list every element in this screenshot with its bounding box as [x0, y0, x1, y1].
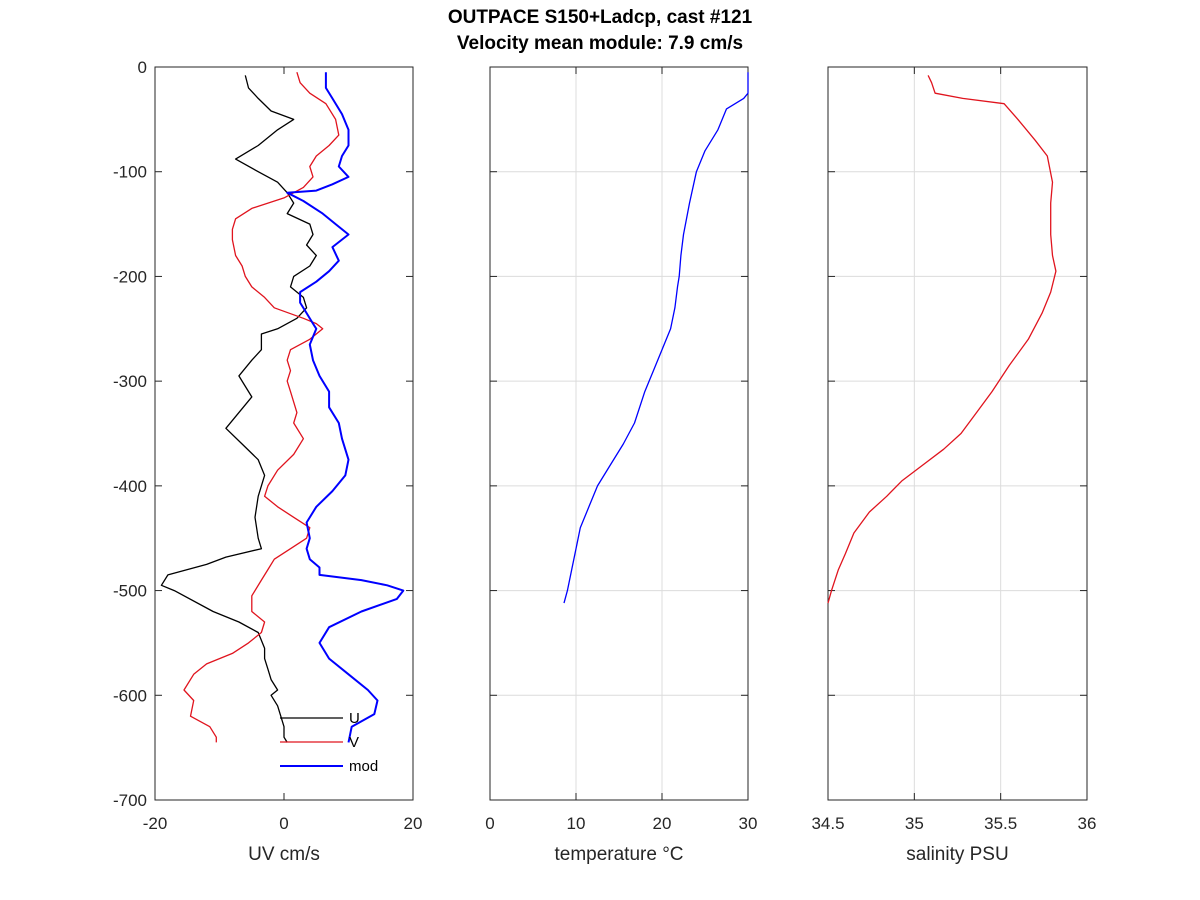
legend-label-mod: mod [349, 758, 378, 775]
chart-title-line2: Velocity mean module: 7.9 cm/s [456, 33, 744, 54]
x-tick-label: 0 [279, 814, 288, 833]
series-line-p2-0 [563, 72, 749, 604]
x-tick-label: 36 [1078, 814, 1097, 833]
y-tick-label: -200 [113, 267, 147, 286]
axes-box [154, 66, 414, 801]
x-tick-label: 0 [485, 814, 494, 833]
panel-3: 34.5 35 35.5 36 salinity PSU [811, 66, 1097, 865]
axes-box [489, 66, 749, 801]
x-tick-label: 30 [739, 814, 758, 833]
x-tick-label: 34.5 [811, 814, 844, 833]
x-tick-label: 35 [905, 814, 924, 833]
x-axis-label: salinity PSU [906, 844, 1008, 865]
x-tick-label: 10 [567, 814, 586, 833]
x-axis-label: UV cm/s [248, 844, 320, 865]
x-tick-label: 35.5 [984, 814, 1017, 833]
legend-label-v: V [349, 734, 359, 751]
series-line-p3-0 [827, 75, 1057, 604]
x-tick-label: -20 [143, 814, 168, 833]
y-tick-label: -700 [113, 791, 147, 810]
x-tick-label: 20 [404, 814, 423, 833]
y-tick-label: -600 [113, 686, 147, 705]
y-tick-label: -300 [113, 372, 147, 391]
x-axis-label: temperature °C [554, 844, 683, 865]
chart-title-line1: OUTPACE S150+Ladcp, cast #121 [447, 7, 753, 28]
legend-label-u: U [349, 710, 360, 727]
y-tick-label: -100 [113, 163, 147, 182]
y-tick-label: -500 [113, 582, 147, 601]
axes-box [827, 66, 1088, 801]
y-tick-label: 0 [138, 58, 147, 77]
series-line-u [160, 75, 317, 743]
panel-2: 0 10 20 30 temperature °C [485, 66, 758, 865]
y-tick-label: -400 [113, 477, 147, 496]
x-tick-label: 20 [653, 814, 672, 833]
series-line-mod [286, 72, 405, 743]
series-line-v [183, 72, 340, 743]
